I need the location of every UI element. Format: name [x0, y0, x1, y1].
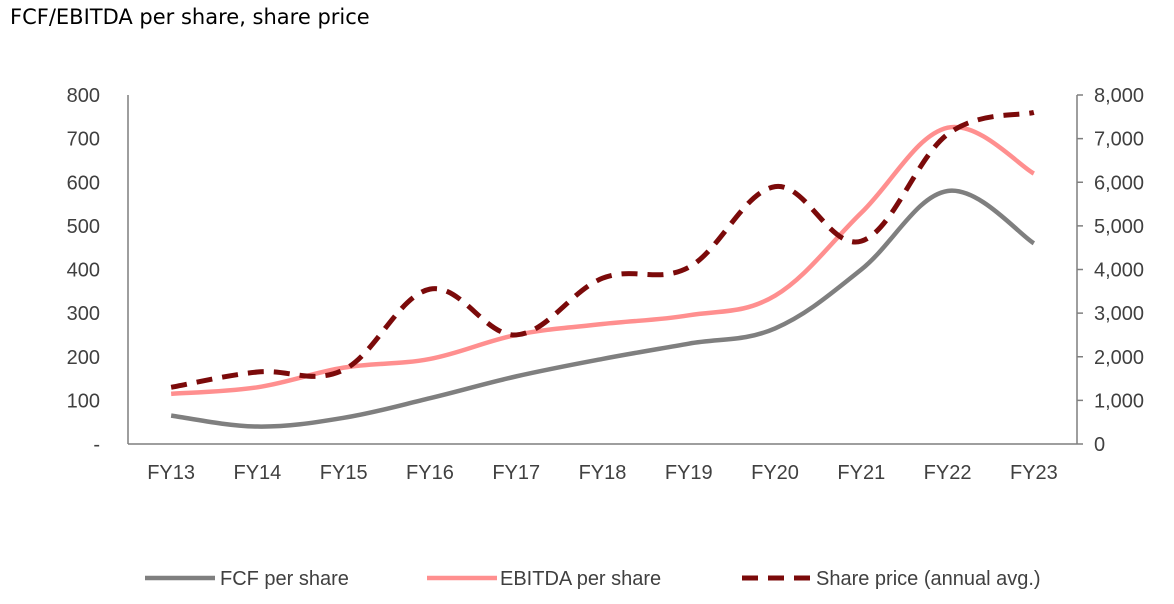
- data-point-2-10: [1032, 110, 1036, 114]
- data-point-0-8: [859, 268, 863, 272]
- y-right-tick-label: 2,000: [1094, 347, 1144, 369]
- data-point-1-8: [859, 211, 863, 215]
- legend-label-0: FCF per share: [220, 568, 349, 590]
- y-left-tick-label: 600: [67, 172, 100, 194]
- y-left-tick-label: 800: [67, 85, 100, 107]
- legend-label-1: EBITDA per share: [500, 568, 661, 590]
- data-point-0-2: [342, 416, 346, 420]
- data-point-1-7: [773, 294, 777, 298]
- data-point-1-3: [428, 357, 432, 361]
- y-right-tick-label: 1,000: [1094, 390, 1144, 412]
- x-tick-label: FY13: [147, 462, 195, 484]
- data-point-2-4: [514, 333, 518, 337]
- data-point-2-8: [859, 239, 863, 243]
- y-right-tick-label: 7,000: [1094, 129, 1144, 151]
- data-point-2-5: [601, 276, 605, 280]
- data-point-2-7: [773, 185, 777, 189]
- data-point-0-4: [514, 374, 518, 378]
- data-point-2-9: [946, 132, 950, 136]
- series-line-2: [170, 109, 1035, 390]
- y-right-tick-label: 3,000: [1094, 303, 1144, 325]
- x-tick-label: FY15: [320, 462, 368, 484]
- data-point-1-1: [255, 385, 259, 389]
- y-left-tick-label: 700: [67, 129, 100, 151]
- data-point-2-6: [687, 265, 691, 269]
- data-point-1-0: [169, 392, 173, 396]
- data-point-2-3: [428, 287, 432, 291]
- y-right-tick-label: 5,000: [1094, 216, 1144, 238]
- y-left-tick-label: 300: [67, 303, 100, 325]
- series-lines: [169, 109, 1036, 429]
- y-right-tick-label: 8,000: [1094, 85, 1144, 107]
- chart-title: FCF/EBITDA per share, share price: [10, 5, 370, 29]
- series-line-0: [170, 188, 1036, 429]
- x-tick-label: FY19: [665, 462, 713, 484]
- data-point-2-2: [342, 368, 346, 372]
- x-tick-label: FY23: [1010, 462, 1058, 484]
- y-left-tick-label: -: [93, 434, 100, 456]
- axes: - 100 200 300 400 500 600 700 800 0 1,000 2,000 3,00…: [67, 85, 1144, 456]
- x-tick-label: FY16: [406, 462, 454, 484]
- data-point-2-1: [255, 370, 259, 374]
- data-point-0-10: [1032, 241, 1036, 245]
- data-point-0-6: [687, 342, 691, 346]
- x-tick-label: FY20: [751, 462, 799, 484]
- x-tick-label: FY21: [837, 462, 885, 484]
- legend: FCF per share EBITDA per share Share price…: [145, 568, 1041, 590]
- x-tick-label: FY17: [492, 462, 540, 484]
- x-axis-labels: FY13 FY14 FY15 FY16 FY17 FY18 FY19 FY20 FY21 FY22…: [147, 462, 1058, 484]
- y-right-tick-label: 6,000: [1094, 172, 1144, 194]
- data-point-0-7: [773, 326, 777, 330]
- y-left-tick-label: 200: [67, 347, 100, 369]
- data-point-0-0: [169, 414, 173, 418]
- data-point-0-1: [255, 425, 259, 429]
- y-left-tick-label: 100: [67, 390, 100, 412]
- y-right-tick-label: 0: [1094, 434, 1105, 456]
- data-point-1-9: [946, 126, 950, 130]
- y-left-tick-label: 500: [67, 216, 100, 238]
- data-point-1-5: [601, 322, 605, 326]
- data-point-1-10: [1032, 172, 1036, 176]
- data-point-0-3: [428, 396, 432, 400]
- data-point-0-5: [601, 357, 605, 361]
- y-right-tick-label: 4,000: [1094, 260, 1144, 282]
- series-line-1: [170, 124, 1036, 397]
- x-tick-label: FY14: [234, 462, 282, 484]
- x-tick-label: FY22: [924, 462, 972, 484]
- data-point-1-6: [687, 313, 691, 317]
- data-point-0-9: [946, 189, 950, 193]
- x-tick-label: FY18: [579, 462, 627, 484]
- legend-label-2: Share price (annual avg.): [816, 568, 1041, 590]
- y-left-tick-label: 400: [67, 260, 100, 282]
- data-point-2-0: [169, 385, 173, 389]
